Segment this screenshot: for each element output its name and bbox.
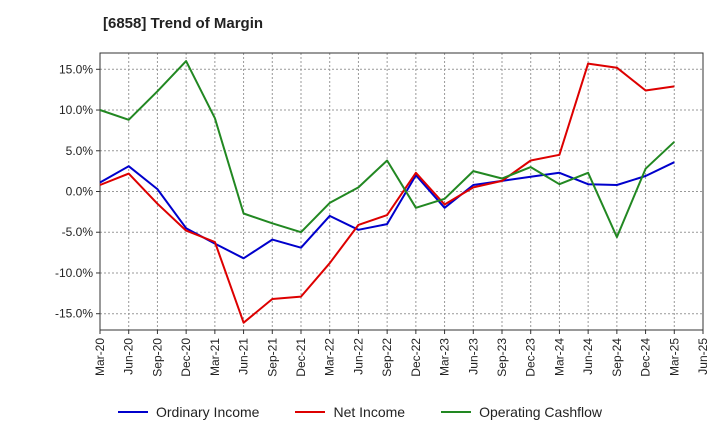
legend-item-operating-cashflow: Operating Cashflow: [441, 404, 602, 420]
legend-label: Net Income: [333, 404, 406, 420]
y-tick-label: 0.0%: [66, 185, 94, 199]
x-tick-label: Sep-21: [265, 338, 279, 377]
legend-swatch: [295, 411, 326, 413]
x-tick-label: Jun-22: [351, 338, 365, 375]
legend-swatch: [441, 411, 472, 413]
x-tick-label: Mar-23: [438, 338, 452, 376]
x-tick-label: Sep-20: [150, 338, 164, 377]
x-tick-label: Dec-24: [639, 338, 653, 377]
y-tick-label: 15.0%: [59, 62, 93, 76]
series-line-operating-cashflow: [99, 60, 675, 239]
series-line-net-income: [99, 62, 675, 324]
legend-item-net-income: Net Income: [295, 404, 405, 420]
x-tick-label: Jun-23: [466, 338, 480, 375]
x-tick-label: Sep-24: [610, 338, 624, 377]
chart-title: [6858] Trend of Margin: [103, 15, 264, 32]
x-tick-label: Jun-24: [581, 338, 595, 375]
x-tick-label: Dec-22: [409, 338, 423, 377]
x-tick-label: Dec-23: [524, 338, 538, 377]
x-tick-label: Dec-21: [294, 338, 308, 377]
x-tick-label: Mar-22: [323, 338, 337, 376]
x-tick-label: Mar-20: [93, 338, 107, 376]
x-tick-label: Mar-25: [667, 338, 681, 376]
x-tick-label: Mar-24: [552, 338, 566, 376]
x-tick-label: Mar-21: [208, 338, 222, 376]
x-tick-label: Sep-23: [495, 338, 509, 377]
legend-label: Operating Cashflow: [479, 404, 603, 420]
legend-item-ordinary-income: Ordinary Income: [117, 404, 260, 420]
x-tick-label: Jun-20: [122, 338, 136, 375]
x-tick-label: Sep-22: [380, 338, 394, 377]
x-tick-label: Dec-20: [179, 338, 193, 377]
x-tick-label: Jun-25: [696, 338, 710, 375]
chart-legend: Ordinary Income Net Income Operating Cashf…: [0, 404, 720, 420]
y-tick-label: -10.0%: [55, 266, 93, 280]
legend-swatch: [117, 411, 148, 413]
y-tick-label: 5.0%: [66, 144, 94, 158]
x-tick-label: Jun-21: [237, 338, 251, 375]
legend-label: Ordinary Income: [155, 404, 260, 420]
y-tick-label: 10.0%: [59, 103, 93, 117]
y-tick-label: -5.0%: [62, 225, 94, 239]
y-tick-label: -15.0%: [55, 307, 93, 321]
